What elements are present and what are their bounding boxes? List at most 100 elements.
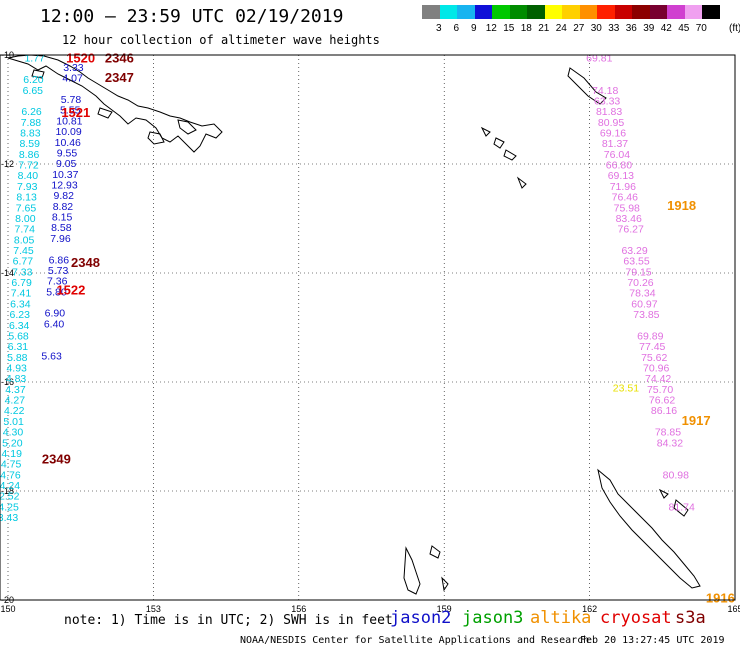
- pass-time-label: 2349: [42, 451, 71, 466]
- coastline-reef-1: [403, 546, 421, 595]
- swh-value: 5.63: [41, 350, 62, 362]
- swh-value: 76.62: [649, 395, 675, 407]
- swh-value: 69.89: [637, 330, 663, 342]
- coastline-new-caledonia-north: [567, 67, 607, 105]
- scale-swatch: [579, 5, 597, 19]
- swh-value: 6.79: [11, 277, 32, 289]
- swh-value: 10.37: [52, 169, 78, 181]
- scale-swatch: [527, 5, 545, 19]
- swh-value: 12.93: [51, 179, 77, 191]
- scale-label: 36: [625, 23, 637, 34]
- swh-value: 78.85: [655, 427, 681, 439]
- swh-value: 81.83: [596, 106, 622, 118]
- coastlines: [7, 54, 701, 595]
- swh-value: 4.30: [3, 427, 24, 439]
- swh-value: 6.90: [45, 308, 66, 320]
- swh-value: 80.95: [598, 117, 624, 129]
- swh-value: 74.18: [592, 85, 618, 97]
- scale-swatch: [649, 5, 667, 19]
- swh-value: 6.26: [21, 106, 42, 118]
- pass-time-label: 1918: [667, 198, 696, 213]
- swh-value: 8.00: [15, 213, 36, 225]
- swh-value: 4.27: [5, 395, 26, 407]
- coastline-reef-2: [429, 545, 441, 559]
- swh-value: 4.22: [4, 405, 25, 417]
- swh-value: 8.40: [18, 170, 39, 182]
- swh-value: 6.34: [9, 320, 30, 332]
- scale-swatch: [422, 5, 440, 19]
- swh-value: 5.55: [60, 105, 81, 117]
- swh-value: 3.33: [63, 62, 84, 74]
- swh-value: 5.68: [8, 330, 29, 342]
- swh-value: 6.77: [13, 256, 34, 268]
- swh-value: 4.75: [1, 459, 22, 471]
- scale-label: 18: [520, 23, 532, 34]
- pass-times: 1520 2346 2347 1521 2348 1522 2349 1918 1917 1916: [42, 51, 735, 606]
- lon-tick-label: 156: [291, 604, 306, 614]
- scale-label: 24: [555, 23, 567, 34]
- scale-swatch: [667, 5, 685, 19]
- scale-swatch: [562, 5, 580, 19]
- swh-value: 2.52: [0, 491, 20, 503]
- scale-swatch: [597, 5, 615, 19]
- swh-value: 5.80: [46, 286, 67, 298]
- swh-value: 5.01: [3, 416, 24, 428]
- scale-swatch: [632, 5, 650, 19]
- swh-value: 4.19: [2, 448, 23, 460]
- scale-label: 70: [695, 23, 707, 34]
- swh-value: 8.05: [14, 234, 35, 246]
- swh-value: 79.15: [625, 266, 651, 278]
- swh-value: 3.43: [0, 512, 18, 524]
- swh-value: 7.33: [12, 266, 33, 278]
- swh-value: 76.46: [612, 192, 638, 204]
- legend-altika: altika: [530, 608, 592, 628]
- swh-value: 76.04: [604, 149, 630, 161]
- pass-time-label: 1520: [66, 51, 95, 66]
- footer-credit: NOAA/NESDIS Center for Satellite Applica…: [240, 635, 590, 646]
- map-title: 12:00 — 23:59 UTC 02/19/2019: [40, 6, 344, 27]
- lon-tick-label: 159: [437, 604, 452, 614]
- swh-value: 7.74: [15, 224, 36, 236]
- swh-value: 8.83: [20, 127, 41, 139]
- swh-value: 71.96: [610, 181, 636, 193]
- swh-value: 63.33: [594, 95, 620, 107]
- map-subtitle: 12 hour collection of altimeter wave hei…: [62, 33, 380, 47]
- scale-swatch: [457, 5, 475, 19]
- scale-label: 15: [503, 23, 515, 34]
- scale-swatch: [702, 5, 720, 19]
- swh-value: 84.32: [657, 437, 683, 449]
- coastline-island-4: [31, 69, 45, 79]
- legend-cryosat: cryosat: [600, 608, 672, 628]
- scale-label: 12: [485, 23, 497, 34]
- coastline-island-1: [177, 119, 197, 135]
- swh-value: 8.13: [16, 192, 37, 204]
- swh-value: 7.36: [47, 276, 68, 288]
- swh-value: 5.88: [7, 352, 28, 364]
- scale-label: 33: [608, 23, 620, 34]
- pass-time-label: 2347: [105, 70, 134, 85]
- swh-value: 4.76: [0, 469, 21, 481]
- swh-value: 69.13: [608, 170, 634, 182]
- swh-value: 9.82: [54, 190, 75, 202]
- coastline-island-6: [493, 137, 505, 149]
- swh-value: 83.46: [616, 213, 642, 225]
- scale-label: 30: [590, 23, 602, 34]
- swh-value: 69.16: [600, 127, 626, 139]
- coastline-island-3: [97, 107, 113, 119]
- swh-value: 9.55: [57, 147, 78, 159]
- coastline-island-2: [147, 131, 165, 145]
- pass-time-label: 2348: [71, 255, 100, 270]
- lat-tick-label: -16: [1, 377, 14, 387]
- lat-tick-label: -14: [1, 268, 14, 278]
- swh-value: 7.72: [18, 160, 39, 172]
- swh-value: 23.51: [613, 382, 639, 394]
- lon-tick-label: 162: [582, 604, 597, 614]
- coastline-island-7: [503, 149, 517, 161]
- swh-value: 6.34: [10, 298, 31, 310]
- swh-value: 7.96: [50, 233, 71, 245]
- swh-value: 4.07: [62, 73, 83, 85]
- swh-value: 81.37: [602, 138, 628, 150]
- swh-value: 10.09: [55, 126, 81, 138]
- coastline-png: [7, 54, 223, 153]
- scale-swatch: [492, 5, 510, 19]
